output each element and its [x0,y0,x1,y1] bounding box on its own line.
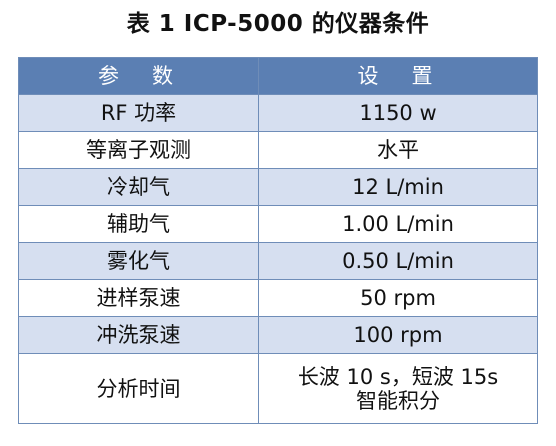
header-parameter: 参 数 [18,57,259,95]
parameter-cell: 冷却气 [18,168,259,206]
header-setting: 设 置 [258,57,538,95]
parameter-cell: 等离子观测 [18,131,259,169]
parameter-cell: RF 功率 [18,94,259,132]
table-row: 冷却气 12 L/min [18,168,538,206]
header-row: 参 数 设 置 [18,57,538,95]
parameter-cell: 进样泵速 [18,279,259,317]
setting-cell: 长波 10 s，短波 15s 智能积分 [258,353,538,424]
parameter-cell: 辅助气 [18,205,259,243]
setting-cell: 水平 [258,131,538,169]
setting-cell: 0.50 L/min [258,242,538,280]
table-row: 雾化气 0.50 L/min [18,242,538,280]
setting-cell: 1.00 L/min [258,205,538,243]
parameter-cell: 冲洗泵速 [18,316,259,354]
table-row: 冲洗泵速 100 rpm [18,316,538,354]
table-caption: 表 1 ICP-5000 的仪器条件 [126,11,430,37]
setting-line: 长波 10 s，短波 15s [297,364,499,389]
setting-cell: 100 rpm [258,316,538,354]
parameter-cell: 雾化气 [18,242,259,280]
table-row: RF 功率 1150 w [18,94,538,132]
setting-cell: 50 rpm [258,279,538,317]
setting-line: 智能积分 [356,388,440,413]
table-row: 分析时间 长波 10 s，短波 15s 智能积分 [18,353,538,424]
table-row: 辅助气 1.00 L/min [18,205,538,243]
table-row: 进样泵速 50 rpm [18,279,538,317]
table-row: 等离子观测 水平 [18,131,538,169]
setting-cell: 12 L/min [258,168,538,206]
instrument-conditions-table: 参 数 设 置 RF 功率 1150 w 等离子观测 水平 冷却气 12 L/m… [18,57,538,424]
setting-cell: 1150 w [258,94,538,132]
parameter-cell: 分析时间 [18,353,259,424]
